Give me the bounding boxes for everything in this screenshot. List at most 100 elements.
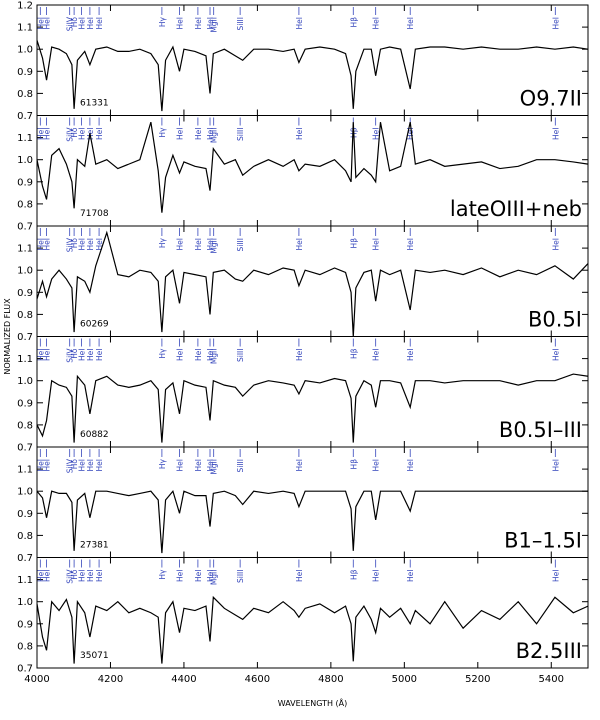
spectrum — [36, 40, 589, 112]
x-tick-label: 4600 — [245, 674, 270, 685]
line-label: Hγ — [158, 348, 167, 359]
spectrum — [36, 230, 589, 337]
line-label: SiIII — [236, 238, 245, 251]
line-label: Hδ — [70, 17, 79, 28]
line-label: MgII — [210, 238, 219, 254]
line-label: HeI — [176, 17, 185, 29]
y-tick-label: 1.1 — [17, 575, 33, 586]
y-tick-label: 0.7 — [17, 332, 33, 343]
line-label: HeI — [36, 349, 45, 361]
y-tick-label: 1.0 — [17, 155, 33, 166]
line-label: HeI — [36, 17, 45, 29]
line-label: HeI — [372, 459, 381, 471]
star-id: 61331 — [80, 99, 109, 109]
line-label: SiIII — [236, 17, 245, 30]
line-label: SiIII — [236, 349, 245, 362]
line-label: HeI — [295, 570, 304, 582]
line-label: HeI — [176, 459, 185, 471]
line-label: MgII — [210, 459, 219, 475]
line-label: HeI — [176, 349, 185, 361]
y-tick-label: 0.7 — [17, 111, 33, 122]
line-label: HeI — [36, 570, 45, 582]
star-id: 35071 — [80, 651, 109, 661]
spectral-type: B0.5I–III — [499, 418, 582, 442]
line-label: HeI — [77, 459, 86, 471]
line-label: HeI — [206, 349, 215, 361]
spectral-type: lateOIII+neb — [450, 197, 582, 221]
y-tick-label: 1.0 — [17, 376, 33, 387]
line-label: HeI — [77, 349, 86, 361]
line-label: HeI — [86, 570, 95, 582]
y-tick-label: 0.7 — [17, 443, 33, 454]
y-tick-label: 1.2 — [17, 1, 33, 12]
line-label: Hβ — [349, 348, 358, 359]
line-label: HeI — [77, 238, 86, 250]
line-label: Hγ — [158, 16, 167, 27]
line-label: Hβ — [349, 238, 358, 249]
line-label: SiIV — [66, 16, 75, 31]
x-tick-label: 5000 — [392, 674, 417, 685]
line-label: HeI — [95, 459, 104, 471]
y-tick-label: 1.1 — [17, 23, 33, 34]
line-label: HeI — [551, 17, 560, 29]
line-label: HeI — [86, 349, 95, 361]
line-label: HeI — [95, 349, 104, 361]
line-label: HeI — [194, 459, 203, 471]
line-label: Hδ — [70, 459, 79, 470]
line-label: HeI — [95, 238, 104, 250]
line-label: HeI — [176, 128, 185, 140]
line-label: HeI — [295, 459, 304, 471]
line-label: SiIII — [236, 459, 245, 472]
star-id: 60269 — [80, 320, 109, 330]
line-label: HeI — [43, 17, 52, 29]
line-label: HeI — [406, 570, 415, 582]
line-label: Hγ — [158, 569, 167, 580]
line-label: HeI — [36, 459, 45, 471]
x-axis-label: WAVELENGTH (Å) — [278, 697, 348, 708]
panel-frame — [36, 557, 589, 669]
line-label: HeI — [43, 128, 52, 140]
y-tick-label: 0.8 — [17, 531, 33, 542]
line-label: HeI — [43, 238, 52, 250]
y-tick-label: 0.8 — [17, 199, 33, 210]
line-label: SiIV — [66, 569, 75, 584]
line-label: HeI — [372, 349, 381, 361]
line-label: Hδ — [70, 348, 79, 359]
line-label: HeI — [95, 570, 104, 582]
x-tick-label: 5400 — [539, 674, 564, 685]
spectrum — [36, 595, 589, 664]
line-label: HeI — [176, 570, 185, 582]
line-label: HeI — [406, 128, 415, 140]
star-id: 27381 — [80, 541, 109, 551]
line-label: SiIII — [236, 127, 245, 140]
y-tick-label: 0.7 — [17, 553, 33, 564]
line-label: SiIV — [66, 348, 75, 363]
y-tick-label: 0.9 — [17, 67, 33, 78]
y-tick-label: 1.1 — [17, 244, 33, 255]
spectrum — [36, 121, 589, 213]
star-id: 71708 — [80, 209, 109, 219]
line-label: HeI — [206, 17, 215, 29]
line-label: HeI — [36, 238, 45, 250]
spectrum — [36, 489, 588, 554]
line-label: HeI — [372, 570, 381, 582]
line-label: Hγ — [158, 237, 167, 248]
line-label: HeI — [206, 238, 215, 250]
line-label: HeI — [43, 459, 52, 471]
line-label: Hγ — [158, 458, 167, 469]
y-tick-label: 1.0 — [17, 45, 33, 56]
line-label: HeI — [551, 238, 560, 250]
line-label: HeI — [295, 238, 304, 250]
line-label: Hγ — [158, 127, 167, 138]
x-tick-label: 4800 — [318, 674, 343, 685]
y-tick-label: 0.8 — [17, 310, 33, 321]
y-tick-label: 0.7 — [17, 222, 33, 233]
y-tick-label: 1.0 — [17, 266, 33, 277]
line-label: SiIII — [236, 570, 245, 583]
line-label: SiIV — [66, 458, 75, 473]
line-label: MgII — [210, 349, 219, 365]
line-label: HeI — [194, 349, 203, 361]
y-tick-label: 0.9 — [17, 177, 33, 188]
line-label: Hδ — [70, 238, 79, 249]
